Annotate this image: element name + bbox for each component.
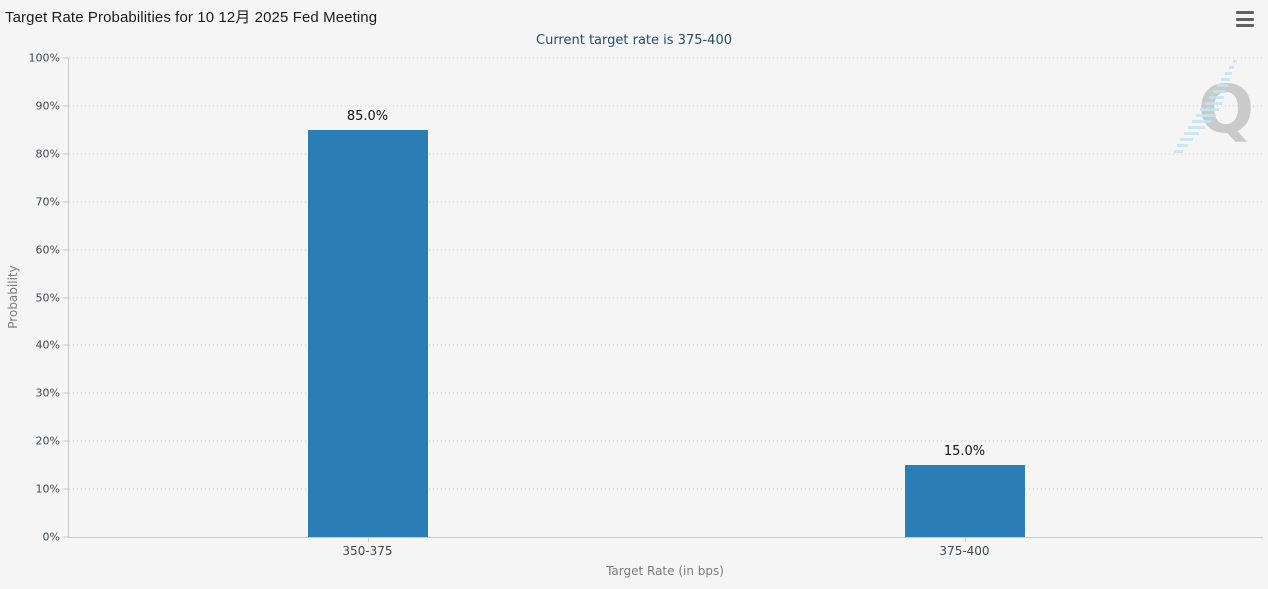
y-tick-label: 90% [35,99,60,113]
bar-value-label: 15.0% [943,444,986,460]
y-gridline [69,201,1263,203]
x-axis-title: Target Rate (in bps) [606,564,724,578]
y-tick-mark [63,344,69,346]
y-tick-label: 70% [35,195,60,209]
chart-title: Target Rate Probabilities for 10 12月 202… [5,9,378,26]
y-gridline [69,344,1263,346]
y-tick-mark [63,249,69,251]
y-tick-mark [63,297,69,298]
bar-375-400[interactable] [904,465,1025,537]
y-tick-mark [63,392,69,394]
y-gridline [69,488,1263,490]
y-tick-mark [63,57,69,59]
y-gridline [69,297,1263,298]
y-tick-label: 40% [35,338,60,352]
y-tick-label: 30% [35,386,60,400]
y-tick-label: 100% [28,51,60,65]
y-gridline [69,249,1263,251]
y-tick-label: 80% [35,147,60,161]
bar-value-label: 85.0% [346,108,389,124]
y-tick-mark [63,440,69,442]
y-tick-label: 20% [35,434,60,448]
y-tick-label: 10% [35,482,60,496]
y-tick-mark [63,153,69,155]
hamburger-bar [1236,17,1254,21]
y-gridline [69,392,1263,394]
y-tick-mark [63,488,69,490]
y-tick-mark [63,105,69,107]
chart-subtitle: Current target rate is 375-400 [536,33,732,48]
y-tick-mark [63,536,69,538]
y-tick-label: 50% [35,291,60,304]
y-gridline [69,57,1263,59]
plot-area: 0% 10% 20% 30% 40% 50% 60% 70% 80% 90% 100% 85.0% 35… [29,53,1263,557]
x-category-label: 350-375 [342,544,393,558]
hamburger-bar [1236,24,1254,27]
x-tick-mark [964,537,966,542]
y-gridline [69,105,1263,107]
x-category-label: 375-400 [939,544,990,558]
x-tick-mark [367,537,369,542]
y-tick-label: 0% [42,530,60,544]
y-gridline [69,153,1263,155]
y-gridline [69,440,1263,442]
y-axis-title: Probability [6,265,20,329]
bar-350-375[interactable] [307,129,428,537]
y-tick-mark [63,201,69,203]
y-tick-label: 60% [35,243,60,257]
hamburger-bar [1236,11,1254,14]
hamburger-menu-icon[interactable] [1236,11,1256,27]
